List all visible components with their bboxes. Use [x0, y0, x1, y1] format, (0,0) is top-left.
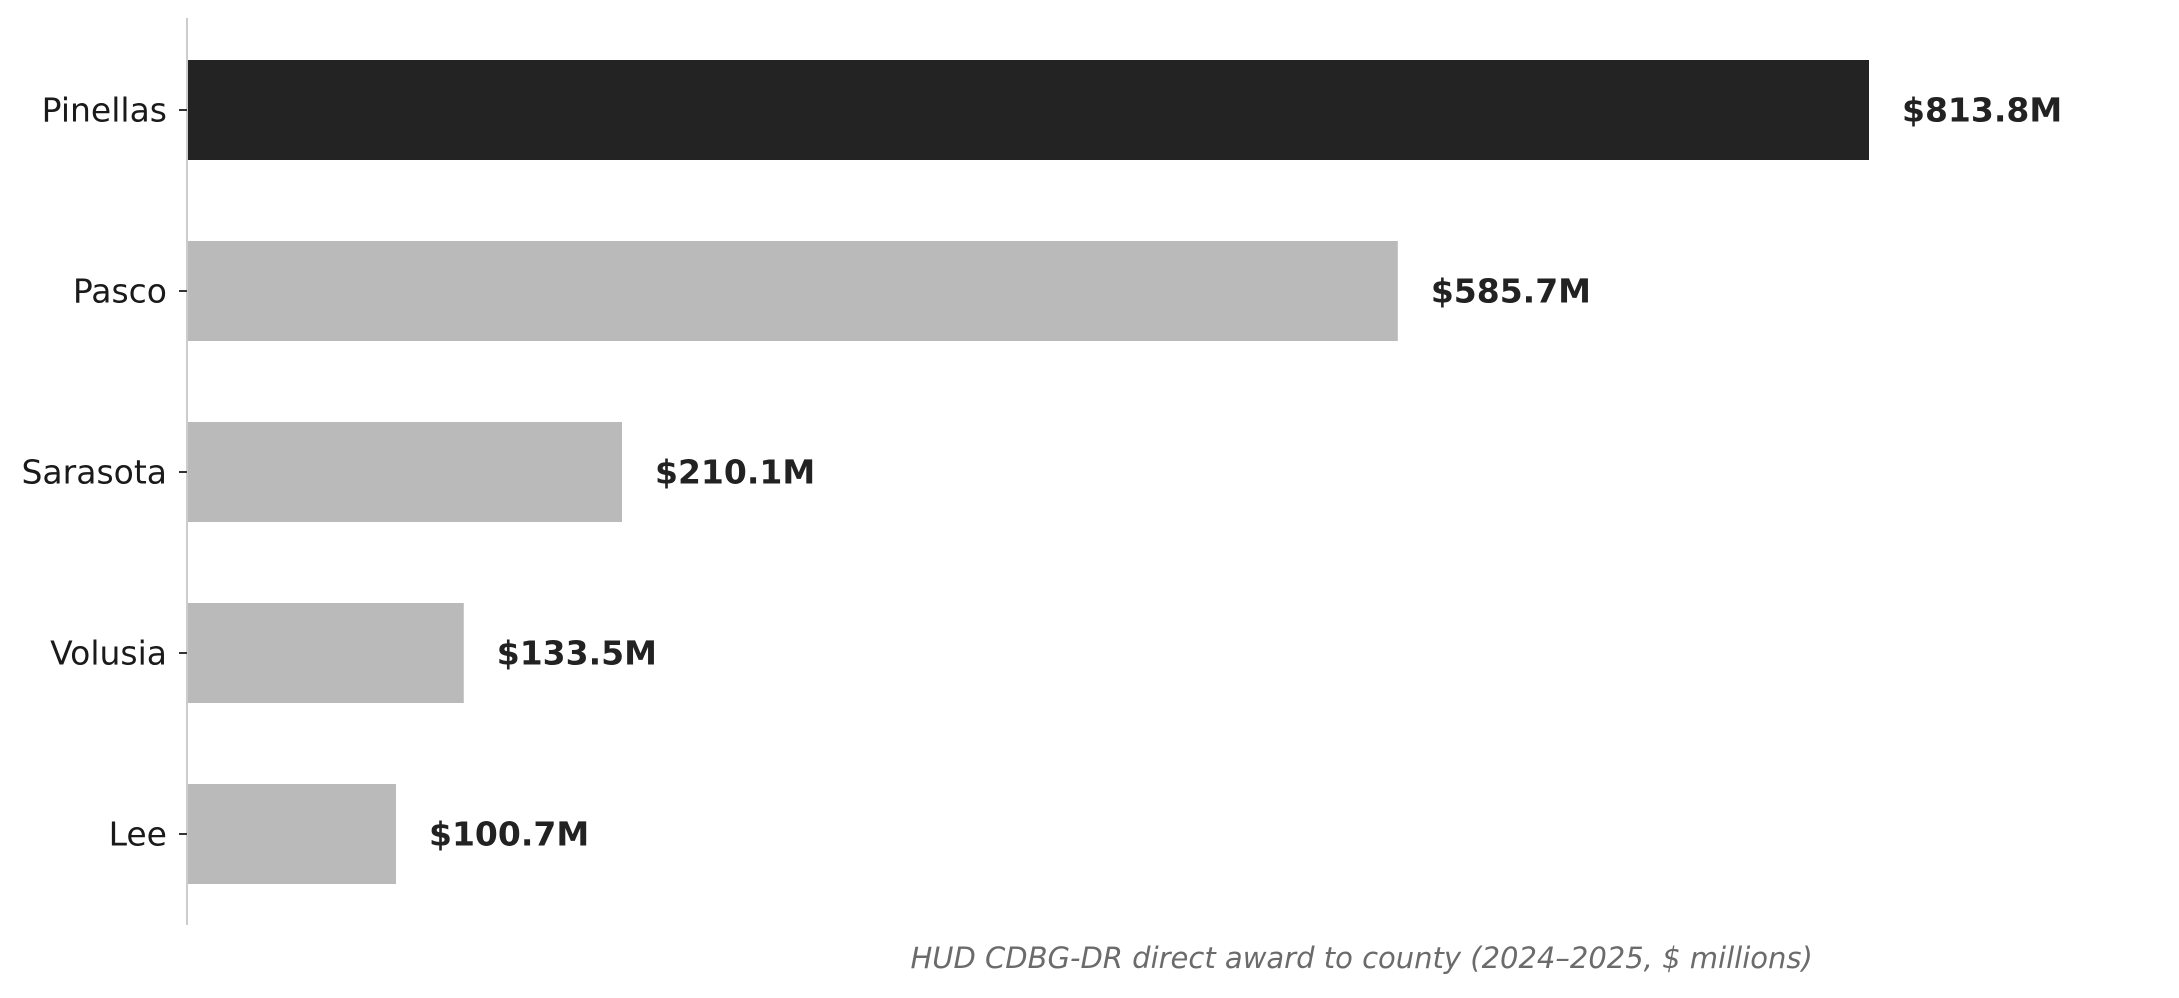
- bar-pasco: [188, 241, 1398, 341]
- value-label-pinellas: $813.8M: [1902, 91, 2062, 130]
- value-label-sarasota: $210.1M: [655, 453, 815, 492]
- y-tick-label-sarasota: Sarasota: [21, 453, 167, 492]
- value-label-pasco: $585.7M: [1431, 272, 1591, 311]
- y-tick-label-pasco: Pasco: [73, 272, 167, 311]
- bar-sarasota: [188, 422, 622, 522]
- bar-lee: [188, 784, 397, 884]
- bar-volusia: [188, 603, 464, 703]
- y-tick-label-lee: Lee: [109, 815, 167, 854]
- value-label-lee: $100.7M: [429, 815, 589, 854]
- value-label-volusia: $133.5M: [497, 634, 657, 673]
- bar-pinellas: [188, 60, 1869, 160]
- y-tick-label-pinellas: Pinellas: [42, 91, 167, 130]
- x-axis-label: HUD CDBG-DR direct award to county (2024…: [910, 941, 1812, 975]
- bars-group: Pinellas $813.8M Pasco $585.7M Sarasota $210.…: [21, 60, 2062, 884]
- y-tick-label-volusia: Volusia: [50, 634, 167, 673]
